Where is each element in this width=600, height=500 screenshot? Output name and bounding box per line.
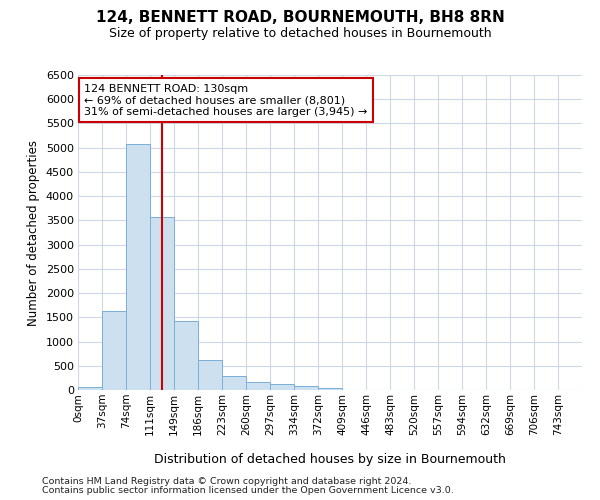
Bar [319,388,342,390]
Bar [246,382,270,390]
Bar [198,360,222,390]
Bar [126,144,150,390]
Text: 124, BENNETT ROAD, BOURNEMOUTH, BH8 8RN: 124, BENNETT ROAD, BOURNEMOUTH, BH8 8RN [95,10,505,25]
Text: Distribution of detached houses by size in Bournemouth: Distribution of detached houses by size … [154,452,506,466]
Bar [270,384,294,390]
Bar [174,321,198,390]
Text: Contains HM Land Registry data © Crown copyright and database right 2024.: Contains HM Land Registry data © Crown c… [42,477,412,486]
Bar [294,386,319,390]
Y-axis label: Number of detached properties: Number of detached properties [27,140,40,326]
Bar [222,376,246,390]
Bar [150,216,174,390]
Bar [102,310,126,390]
Text: Contains public sector information licensed under the Open Government Licence v3: Contains public sector information licen… [42,486,454,495]
Text: 124 BENNETT ROAD: 130sqm
← 69% of detached houses are smaller (8,801)
31% of sem: 124 BENNETT ROAD: 130sqm ← 69% of detach… [85,84,368,117]
Bar [78,387,102,390]
Text: Size of property relative to detached houses in Bournemouth: Size of property relative to detached ho… [109,28,491,40]
